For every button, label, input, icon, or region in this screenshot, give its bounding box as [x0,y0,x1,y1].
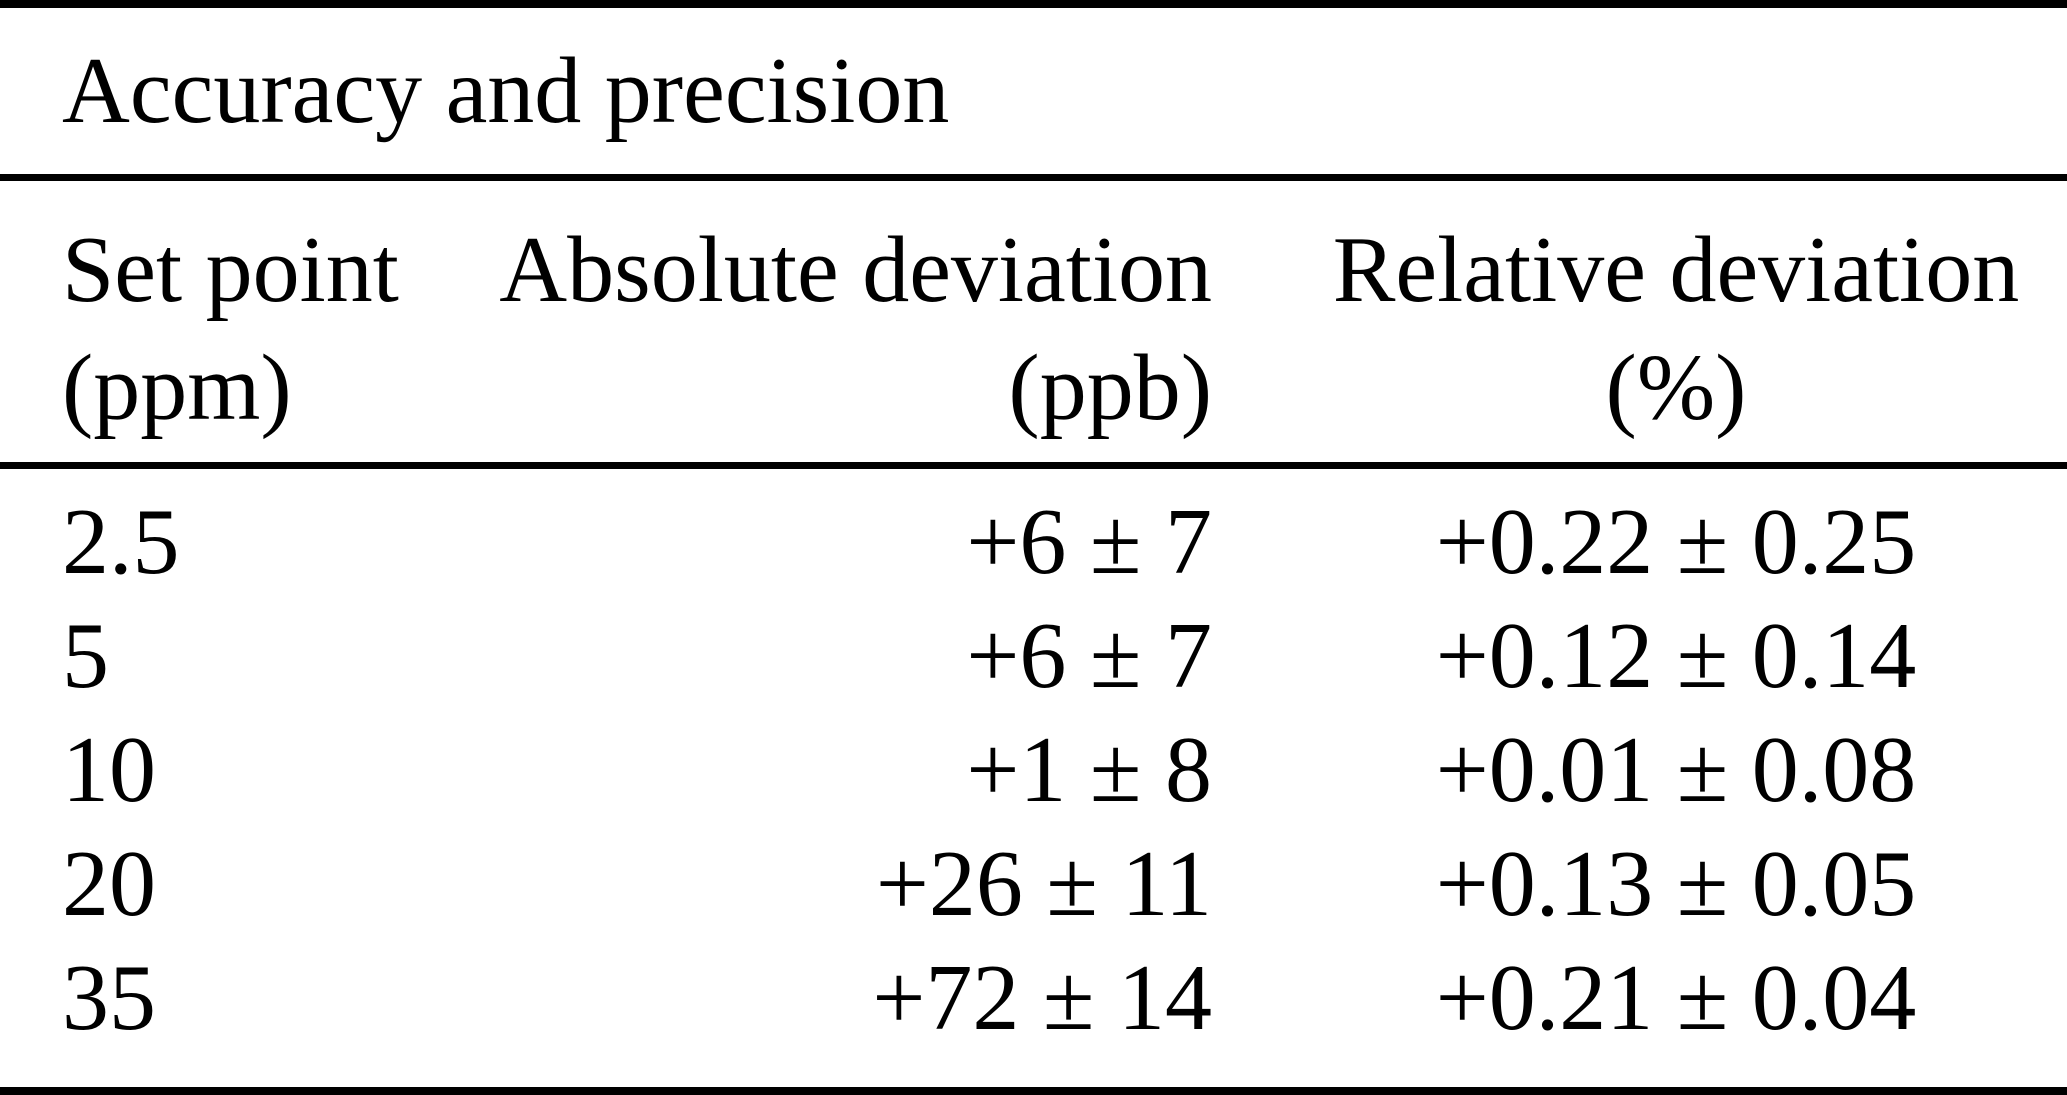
cell-set-point: 5 [62,604,109,708]
cell-absolute-deviation: +6 ± 7 [966,490,1212,594]
table-header-row: Set point (ppm) Absolute deviation (ppb)… [0,181,2067,447]
table-bottom-rule [0,1087,2067,1095]
column-header-set-point-unit: (ppm) [62,336,292,440]
column-header-absolute-deviation-unit: (ppb) [1008,336,1212,440]
title-separator-rule [0,174,2067,181]
cell-relative-deviation: +0.12 ± 0.14 [1435,604,1917,708]
column-header-relative-deviation: Relative deviation (%) [1220,211,2067,447]
cell-set-point: 2.5 [62,490,180,594]
column-header-absolute-deviation: Absolute deviation (ppb) [432,211,1220,447]
cell-set-point: 20 [62,832,156,936]
cell-set-point: 10 [62,718,156,822]
cell-absolute-deviation: +72 ± 14 [872,946,1212,1050]
table-top-rule [0,0,2067,8]
cell-relative-deviation: +0.21 ± 0.04 [1435,946,1917,1050]
table-title: Accuracy and precision [62,39,950,143]
cell-absolute-deviation: +26 ± 11 [875,832,1212,936]
cell-absolute-deviation: +6 ± 7 [966,604,1212,708]
header-separator-rule [0,462,2067,469]
column-header-relative-deviation-unit: (%) [1605,336,1747,440]
cell-absolute-deviation: +1 ± 8 [966,718,1212,822]
column-header-set-point: Set point (ppm) [0,211,432,447]
cell-relative-deviation: +0.22 ± 0.25 [1435,490,1917,594]
cell-set-point: 35 [62,946,156,1050]
cell-relative-deviation: +0.01 ± 0.08 [1435,718,1917,822]
column-header-absolute-deviation-label: Absolute deviation [499,218,1212,322]
column-header-relative-deviation-label: Relative deviation [1332,218,2020,322]
cell-relative-deviation: +0.13 ± 0.05 [1435,832,1917,936]
table-body: 2.5 +6 ± 7 +0.22 ± 0.25 5 +6 ± 7 +0.12 ±… [0,469,2067,1055]
column-header-set-point-label: Set point [62,218,399,322]
